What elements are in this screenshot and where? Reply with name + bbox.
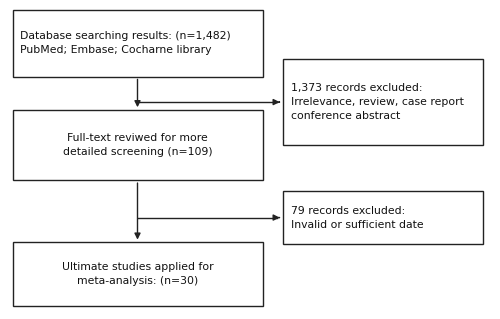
Text: 79 records excluded:
Invalid or sufficient date: 79 records excluded: Invalid or sufficie… <box>291 206 424 230</box>
FancyBboxPatch shape <box>12 110 262 180</box>
FancyBboxPatch shape <box>12 10 262 77</box>
Text: Database searching results: (n=1,482)
PubMed; Embase; Cocharne library: Database searching results: (n=1,482) Pu… <box>20 31 231 55</box>
FancyBboxPatch shape <box>282 59 482 145</box>
FancyBboxPatch shape <box>282 191 482 244</box>
Text: Full-text reviwed for more
detailed screening (n=109): Full-text reviwed for more detailed scre… <box>62 133 212 157</box>
Text: 1,373 records excluded:
Irrelevance, review, case report
conference abstract: 1,373 records excluded: Irrelevance, rev… <box>291 83 464 121</box>
FancyBboxPatch shape <box>12 242 262 306</box>
Text: Ultimate studies applied for
meta-analysis: (n=30): Ultimate studies applied for meta-analys… <box>62 262 214 286</box>
